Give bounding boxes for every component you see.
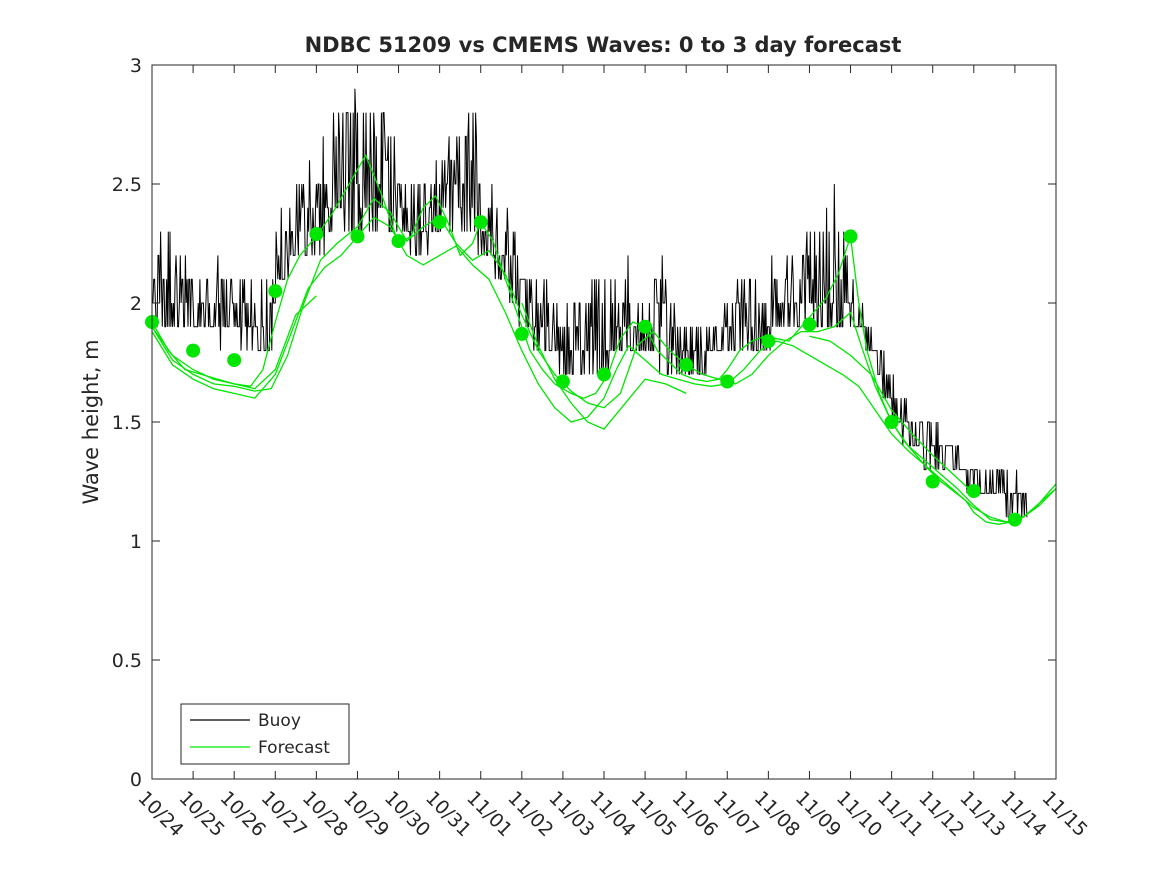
x-tick-label: 11/04 [585,787,639,841]
x-tick-label: 10/30 [380,787,434,841]
forecast-marker [966,484,981,498]
x-tick-label: 11/07 [709,787,763,841]
forecast-marker [350,229,365,244]
x-tick-label: 11/08 [750,787,804,841]
buoy-series [152,88,1028,518]
forecast-marker [473,215,488,230]
y-tick-label: 1 [130,531,142,553]
x-tick-label: 11/05 [627,787,681,841]
forecast-markers [145,215,1022,527]
forecast-marker [597,367,611,382]
forecast-marker [268,284,283,299]
x-tick-label: 11/03 [544,787,598,841]
x-tick-label: 11/09 [791,787,845,841]
y-tick-label: 3 [130,55,142,77]
y-tick-label: 2.5 [112,174,142,196]
buoy-line [152,88,1028,518]
forecast-series [151,153,1057,525]
legend-box [180,703,350,765]
y-tick-label: 2 [130,293,142,315]
forecast-marker [761,334,776,349]
forecast-marker [227,353,242,368]
forecast-line [151,216,1057,523]
x-tick-label: 10/28 [298,787,352,841]
x-tick-label: 11/12 [914,787,968,841]
x-tick-label: 10/25 [175,787,229,841]
forecast-marker [1007,512,1022,527]
x-tick-label: 11/14 [996,787,1050,841]
x-tick-label: 11/10 [832,787,886,841]
forecast-marker [802,317,817,332]
forecast-marker [843,229,858,244]
forecast-marker [720,374,735,389]
y-axis-ticks: 0 0.5 1 1.5 2 2.5 3 [112,55,1056,791]
x-tick-label: 10/31 [421,787,475,841]
legend-forecast-label: Forecast [258,738,330,758]
forecast-marker [432,215,447,230]
legend-buoy-label: Buoy [258,711,301,731]
x-tick-label: 11/06 [668,787,722,841]
x-tick-label: 11/13 [955,787,1009,841]
x-tick-label: 10/26 [216,787,270,841]
y-axis-label: Wave height, m [79,339,103,504]
chart-title: NDBC 51209 vs CMEMS Waves: 0 to 3 day fo… [305,33,902,57]
x-tick-label: 10/29 [339,787,393,841]
legend: Buoy Forecast [180,703,350,765]
forecast-line [151,153,1057,525]
x-tick-label: 11/01 [462,787,516,841]
y-tick-label: 0.5 [112,650,142,672]
x-tick-label: 11/15 [1037,787,1091,841]
x-tick-label: 10/24 [133,787,187,841]
forecast-marker [679,357,694,372]
x-tick-label: 11/02 [503,787,557,841]
forecast-marker [514,326,529,341]
forecast-line [151,295,975,494]
forecast-marker [638,319,653,334]
y-tick-label: 0 [130,769,142,791]
x-tick-label: 10/27 [257,787,311,841]
forecast-marker [391,234,406,249]
forecast-marker [309,227,324,241]
x-tick-label: 11/11 [873,787,927,841]
forecast-marker [884,415,899,429]
y-tick-label: 1.5 [112,412,142,434]
plot-area [145,64,1057,780]
forecast-line [151,197,1057,523]
forecast-marker [925,474,940,489]
forecast-marker [186,343,201,358]
forecast-marker [555,374,570,389]
